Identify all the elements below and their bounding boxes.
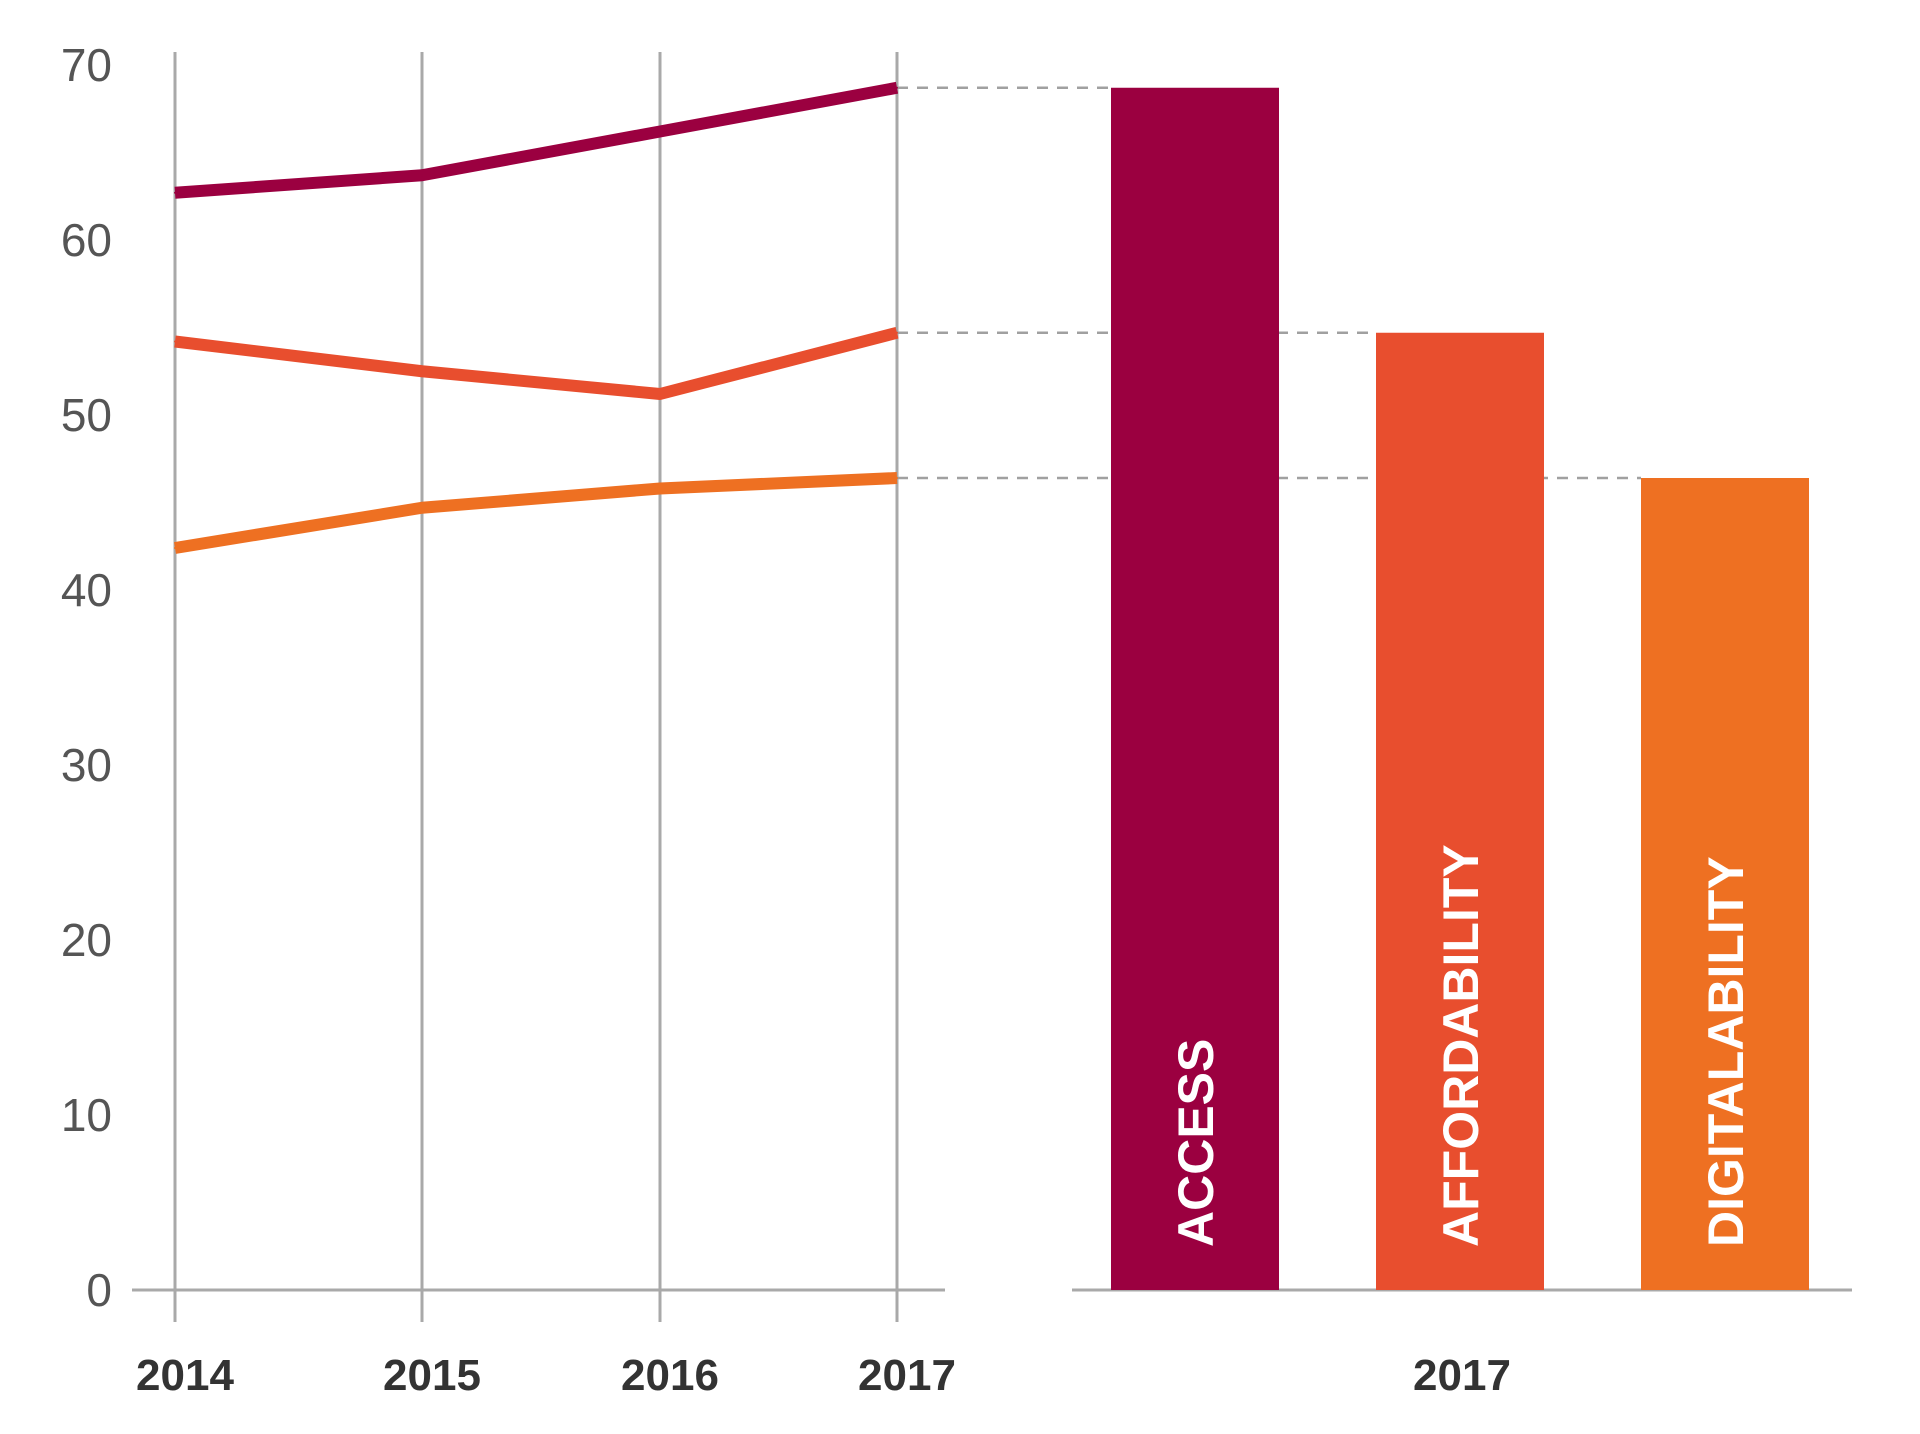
y-tick-label-50: 50 (61, 389, 112, 441)
line-point-digital-ability-2014 (174, 547, 176, 549)
x-tick-label-2014: 2014 (136, 1351, 234, 1400)
y-tick-label-40: 40 (61, 564, 112, 616)
bar-label-access: ACCESS (1168, 1039, 1224, 1247)
line-series (174, 87, 898, 549)
bar-label-affordability: AFFORDABILITY (1433, 844, 1489, 1247)
y-tick-label-20: 20 (61, 914, 112, 966)
line-point-access-2017 (896, 87, 898, 89)
x-tick-label-2015: 2015 (383, 1351, 481, 1400)
y-tick-label-30: 30 (61, 739, 112, 791)
grid-lines (175, 52, 897, 1322)
y-tick-label-0: 0 (86, 1264, 112, 1316)
line-point-access-2015 (421, 174, 423, 176)
y-tick-label-70: 70 (61, 39, 112, 91)
x-tick-label-2017: 2017 (858, 1351, 956, 1400)
line-point-affordability-2014 (174, 341, 176, 343)
line-point-digital-ability-2015 (421, 507, 423, 509)
line-point-access-2014 (174, 192, 176, 194)
line-point-digital-ability-2017 (896, 477, 898, 479)
y-tick-label-60: 60 (61, 214, 112, 266)
x-tick-label-2016: 2016 (621, 1351, 719, 1400)
chart: 0 10 20 30 40 50 60 70 2014 2015 2016 2017 ACCESS AFF… (0, 0, 1920, 1434)
line-series-digital-ability (175, 478, 897, 548)
bar-label-digitalability: DIGITALABILITY (1698, 856, 1754, 1247)
y-tick-label-10: 10 (61, 1089, 112, 1141)
line-point-access-2016 (659, 131, 661, 133)
bar-x-label: 2017 (1413, 1351, 1511, 1400)
line-point-affordability-2015 (421, 370, 423, 372)
line-point-affordability-2016 (659, 393, 661, 395)
line-point-affordability-2017 (896, 332, 898, 334)
line-point-digital-ability-2016 (659, 488, 661, 490)
line-series-affordability (175, 333, 897, 394)
line-series-access (175, 88, 897, 193)
